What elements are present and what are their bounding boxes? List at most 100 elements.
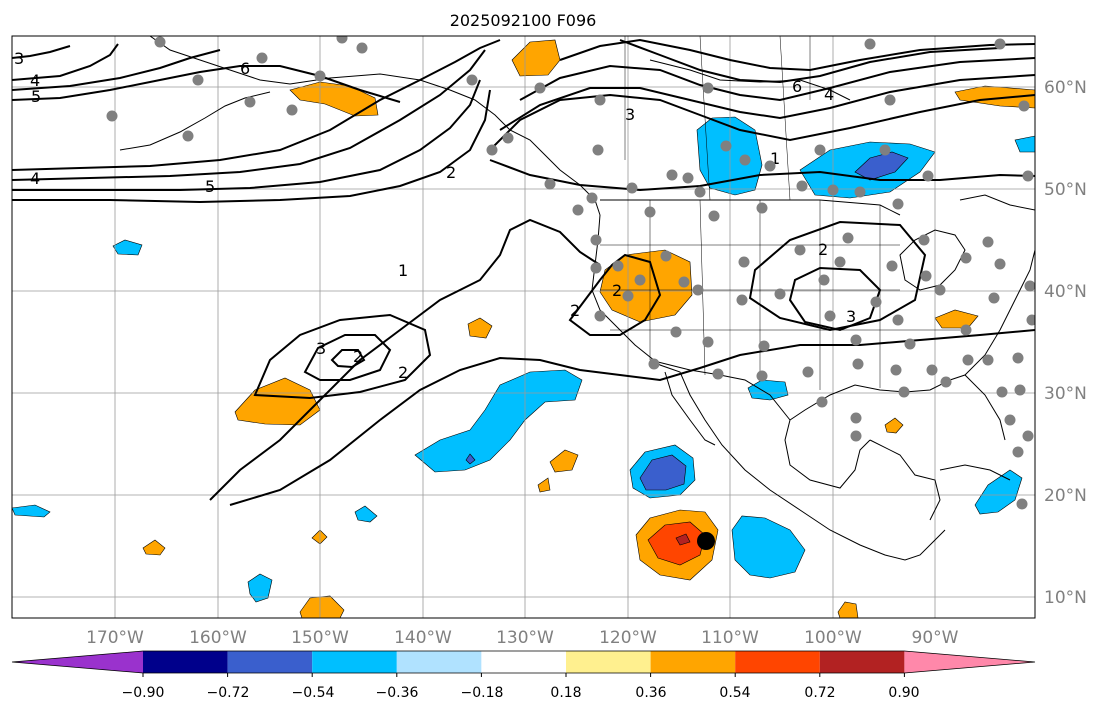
lon-label: 120°W [599, 628, 657, 648]
station-dot [336, 36, 348, 44]
warm-region-offshore-small [467, 317, 493, 339]
cuba [939, 464, 1011, 481]
colorbar-segment [143, 651, 228, 673]
gulf-coast [789, 374, 1006, 441]
colorbar-segment [904, 651, 1035, 673]
cold-region-pacific-band [465, 453, 476, 465]
warm-region-small-6 [837, 601, 859, 618]
deep-region-south-mexico [675, 533, 691, 546]
station-dot [920, 270, 932, 282]
station-dot [486, 144, 498, 156]
cool-region-south-pacific [731, 515, 806, 579]
alaska-coast [149, 36, 601, 216]
station-dot [898, 386, 910, 398]
mexico-gulf [784, 419, 871, 489]
station-dot [256, 52, 268, 64]
map-frame [11, 35, 1036, 619]
colorbar-segment [396, 651, 482, 673]
station-dot [996, 386, 1008, 398]
contour-label: 4 [30, 71, 40, 90]
station-markers [106, 36, 1035, 510]
contour-label: 2 [446, 163, 456, 182]
station-dot [590, 262, 602, 274]
station-dot [827, 184, 839, 196]
contour-low-core [330, 349, 366, 369]
cool-region-small-4 [247, 573, 273, 603]
colorbar [11, 650, 1036, 677]
station-dot [870, 296, 882, 308]
station-dot [886, 260, 898, 272]
warm-region-ohio [934, 309, 979, 329]
contour-alaska-3 [12, 45, 71, 59]
contour-label: 1 [398, 261, 408, 280]
station-dot [644, 206, 656, 218]
contour-canada-6 [619, 39, 1001, 84]
station-dot [884, 94, 896, 106]
station-dot [626, 182, 638, 194]
station-dot [816, 396, 828, 408]
station-dot [892, 314, 904, 326]
station-dot [192, 74, 204, 86]
contour-label: 6 [240, 59, 250, 78]
station-dot [708, 210, 720, 222]
station-dot [694, 186, 706, 198]
colorbar-tick: −0.18 [461, 685, 504, 701]
contour-canada-4 [519, 57, 1035, 102]
station-dot [648, 358, 660, 370]
contour-canada-2 [489, 93, 1035, 151]
east-coast [964, 249, 1035, 376]
baja [664, 371, 716, 446]
lat-label: 10°N [1044, 588, 1087, 608]
station-dot [758, 340, 770, 352]
colorbar-segment [650, 651, 736, 673]
contour-trough-1 [209, 218, 601, 501]
warm-region-small-5 [299, 595, 345, 618]
colorbar-tick: 0.18 [550, 685, 581, 701]
newfoundland [959, 194, 1035, 211]
contour-label: 3 [846, 307, 856, 326]
colorbar-tick: −0.36 [376, 685, 419, 701]
canada-provinces [624, 36, 811, 201]
station-dot [852, 358, 864, 370]
contour-alaska-6 [12, 65, 401, 103]
contour-label: 6 [792, 77, 802, 96]
station-dot [466, 74, 478, 86]
lon-label: 160°W [189, 628, 247, 648]
station-dot [756, 202, 768, 214]
contour-label: 3 [316, 339, 326, 358]
contour-lines [12, 38, 1035, 506]
lon-label: 100°W [804, 628, 862, 648]
station-dot [736, 294, 748, 306]
warm-region-small-1 [549, 449, 579, 473]
station-dot [666, 169, 678, 181]
contour-west-2 [568, 253, 662, 336]
cool-region-east-coast [1014, 135, 1035, 153]
station-dot [720, 140, 732, 152]
lat-label: 50°N [1044, 180, 1087, 200]
contour-canada-3 [499, 74, 1035, 131]
longitude-labels: 170°W 160°W 150°W 140°W 130°W 120°W 110°… [86, 628, 959, 648]
station-dot [818, 274, 830, 286]
station-dot [850, 412, 862, 424]
station-dot [1014, 384, 1026, 396]
state-borders-2 [600, 244, 960, 331]
contour-north-2 [12, 49, 486, 181]
station-dot [994, 38, 1006, 50]
contour-alaska-4 [12, 43, 119, 81]
latitude-labels: 60°N 50°N 40°N 30°N 20°N 10°N [1044, 78, 1087, 608]
station-dot [154, 36, 166, 48]
station-dot [612, 260, 624, 272]
lon-label: 170°W [86, 628, 144, 648]
cool-region-caribbean [974, 469, 1023, 515]
station-dot [592, 144, 604, 156]
colorbar-tick: −0.90 [122, 685, 165, 701]
contour-label-layer: 3 4 5 6 6 4 3 1 2 5 4 1 2 2 3 2 3 2 2 [14, 49, 856, 382]
station-dot [1012, 352, 1024, 364]
station-dot [796, 180, 808, 192]
lon-label: 130°W [496, 628, 554, 648]
station-dot [622, 290, 634, 302]
anomaly-fill-layer [12, 39, 1035, 618]
station-dot [774, 288, 786, 300]
station-dot [794, 244, 806, 256]
station-dot [1022, 430, 1034, 442]
